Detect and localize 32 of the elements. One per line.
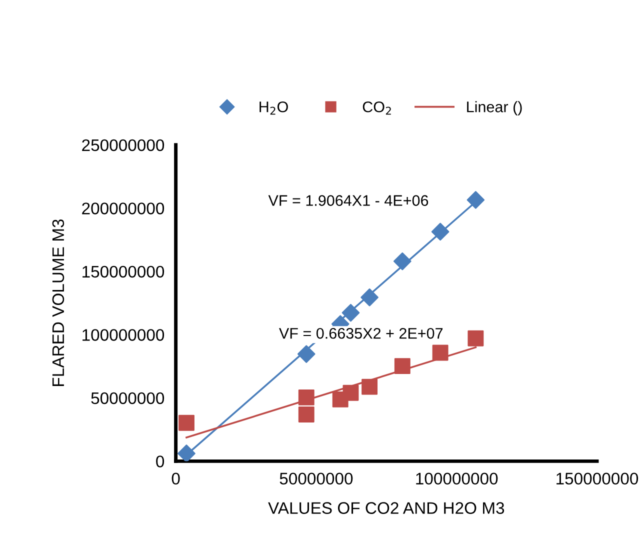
point [394,358,410,374]
annotation: VF = 1.9064X1 - 4E+06 [268,195,428,206]
point [178,444,196,462]
point [298,389,314,406]
point [468,330,484,346]
point [342,304,360,322]
y-tick-label: 150000000 [82,266,164,278]
point [432,344,448,361]
point [297,345,316,363]
legend-label: CO$_{2}$ [362,101,391,115]
x-tick-label: 150000000 [556,472,638,485]
legend-label: H$_{2}$O [260,101,288,115]
point [393,252,412,270]
y-tick-label: 100000000 [82,329,164,341]
y-tick-label: 0 [156,456,164,468]
x-tick-label: 50000000 [280,472,353,485]
point [360,288,378,306]
x-tick-label: 0 [172,472,180,485]
point [178,414,194,431]
y-axis-title: FLARED VOLUME M3 [52,220,64,386]
x-axis-title: VALUES OF CO2 AND H2O M3 [268,502,504,514]
y-tick-label: 50000000 [91,392,164,404]
point [431,222,450,241]
legend-label: Linear () [467,101,522,116]
annotation: VF = 0.6635X2 + 2E+07 [279,328,443,339]
y-tick-label: 200000000 [82,202,164,214]
y-tick-label: 250000000 [82,139,164,152]
point [362,378,378,395]
point [298,406,314,422]
point [466,191,485,209]
x-tick-label: 100000000 [416,472,498,485]
point [342,384,359,401]
